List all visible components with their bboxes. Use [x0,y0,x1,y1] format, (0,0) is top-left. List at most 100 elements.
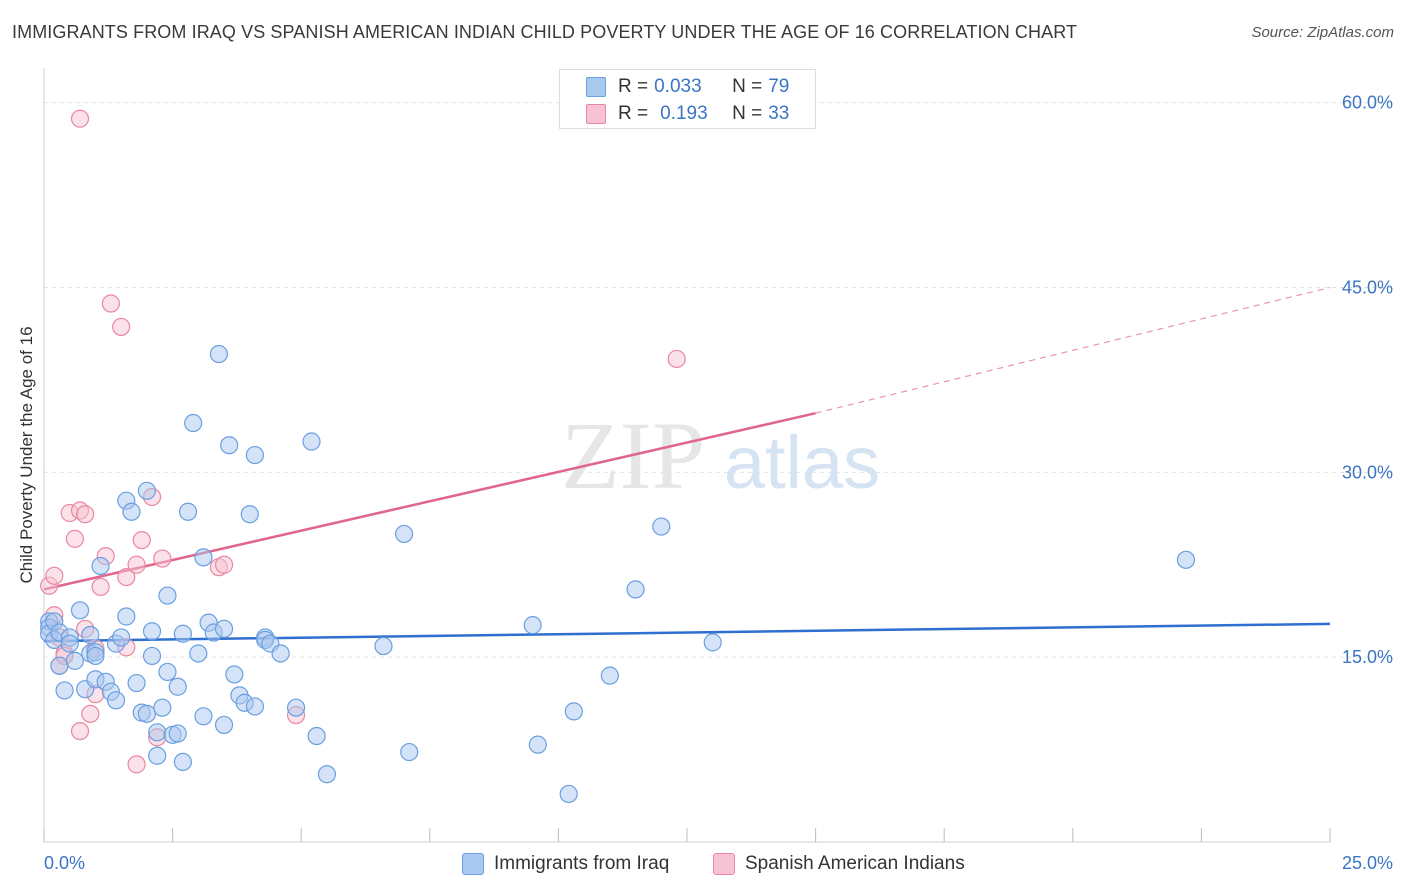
data-point [158,586,177,605]
data-point [173,624,192,643]
watermark: ZIP atlas [561,402,880,509]
data-point [214,555,234,574]
data-point [220,436,239,455]
legend-r-label: R = [618,76,649,97]
axes [43,68,1331,843]
data-point [70,601,90,620]
data-point [101,294,120,313]
data-point [153,549,172,568]
gridlines [44,102,1394,658]
chart-title: IMMIGRANTS FROM IRAQ VS SPANISH AMERICAN… [12,22,1078,42]
data-point [317,765,337,784]
data-point [168,724,187,743]
data-point [106,691,126,710]
data-point [194,707,213,726]
data-point [158,662,177,682]
legend-row-iraq: R = 0.033 N = 79 [586,74,789,100]
y-tick-label: 30.0% [1342,462,1393,482]
legend-swatch-spanish-american-indians [586,104,606,124]
data-point [184,413,203,433]
data-point [60,634,79,653]
data-point [50,656,69,675]
data-point [153,698,172,717]
y-tick-label: 45.0% [1342,277,1393,297]
data-point [137,481,156,500]
bottom-legend-label-spanish-american-indians: Spanish American Indians [745,853,965,874]
data-point [168,677,187,696]
bottom-legend-swatch-iraq [462,853,484,875]
data-point [209,344,228,364]
y-axis-title: Child Poverty Under the Age of 16 [17,326,36,584]
legend-row-spanish-american-indians: R = 0.193 N = 33 [586,101,789,127]
data-point [189,644,208,663]
data-point [70,109,90,128]
trend-line-iraq [43,622,1331,643]
bottom-legend-swatch-spanish-american-indians [713,853,735,875]
data-point [91,556,110,576]
data-point [76,505,95,524]
data-point [286,698,306,717]
data-point [214,619,234,638]
legend-n-label: N = [732,103,763,124]
data-point [302,432,321,451]
legend-r-label: R = [618,103,649,124]
data-point [194,548,213,567]
data-point [173,752,192,772]
bottom-legend-label-iraq: Immigrants from Iraq [494,853,670,874]
tick-labels: 15.0% 30.0% 45.0% 60.0% 0.0% 25.0% [44,93,1393,873]
data-point [112,628,131,647]
legend-n-value: 79 [768,76,790,97]
data-point [70,721,90,741]
data-point [600,666,619,685]
legend-n-label: N = [732,76,763,97]
data-point [112,317,131,337]
data-point [117,607,136,626]
data-point [65,651,84,670]
data-point [240,505,259,524]
data-point [142,622,162,641]
bottom-legend-spanish-american-indians: Spanish American Indians [713,851,965,877]
data-point [400,742,419,762]
data-point [117,567,136,587]
data-point [178,502,198,521]
data-point [45,566,64,585]
data-point [528,735,547,754]
x-tick-label: 25.0% [1342,853,1393,873]
data-point [394,524,414,544]
data-point [245,697,265,716]
legend-n-value: 33 [768,103,790,124]
data-point [127,755,146,774]
data-point [122,502,141,521]
data-point [703,633,722,652]
y-tick-label: 60.0% [1342,93,1393,113]
data-point [245,445,265,465]
data-point [148,723,167,742]
data-point [142,646,162,666]
y-tick-label: 15.0% [1342,647,1393,667]
data-point [564,702,583,721]
data-point [523,616,542,635]
x-tick-label: 0.0% [44,853,85,873]
data-point [127,555,146,574]
data-point [132,530,151,550]
trend-line-extension [815,286,1331,414]
data-point [1176,550,1196,569]
data-point [667,349,686,369]
legend-r-value: 0.193 [660,103,708,124]
data-point [214,715,234,735]
legend-swatch-iraq [586,77,606,97]
data-points [40,109,1196,804]
data-point [127,673,146,693]
data-point [148,746,167,765]
data-point [65,529,84,548]
legend-r-value: 0.033 [654,76,702,97]
data-point [86,646,105,666]
data-point [374,636,393,656]
trend-line-spanish-american-indians [43,411,816,591]
data-point [137,704,156,723]
data-point [91,577,110,597]
bottom-legend-iraq: Immigrants from Iraq [462,851,669,877]
data-point [81,625,100,645]
data-point [307,726,326,746]
